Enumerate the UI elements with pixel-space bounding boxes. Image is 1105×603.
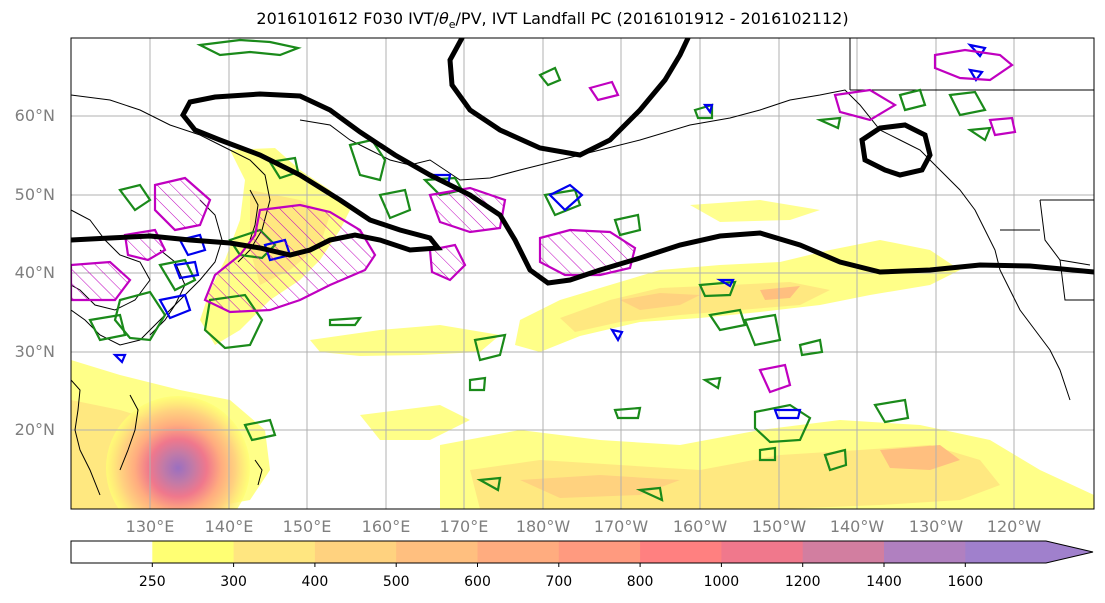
colorbar-swatch [802, 541, 885, 563]
colorbar-tick-label: 250 [138, 574, 166, 590]
colorbar-swatch [721, 541, 804, 563]
colorbar-tick-label: 1000 [703, 574, 740, 590]
political-borders [849, 38, 1094, 301]
colorbar-tick-label: 1400 [866, 574, 902, 590]
colorbar-swatch [152, 541, 235, 563]
lat-label-30n: 30°N [14, 342, 55, 361]
colorbar-swatch [314, 541, 397, 563]
colorbar-tick-label: 500 [382, 574, 410, 590]
colorbar-outline [70, 540, 1094, 564]
lat-label-20n: 20°N [14, 420, 55, 439]
colorbar-tick-label: 400 [301, 574, 329, 590]
lon-label-150w: 150°W [751, 517, 807, 536]
colorbar-tick-label: 600 [464, 574, 491, 590]
lon-label-160w: 160°W [672, 517, 728, 536]
figure-title: 2016101612 F030 IVT/θe/PV, IVT Landfall … [256, 9, 849, 32]
lon-label-120w: 120°W [986, 517, 1042, 536]
colorbar-swatch [396, 541, 478, 563]
lon-label-160e: 160°E [361, 517, 411, 536]
ivt-shading [71, 148, 1094, 509]
colorbar-swatch [965, 541, 1093, 563]
map-frame [70, 37, 1095, 510]
colorbar-tick-label: 800 [626, 574, 654, 590]
colorbar-swatch [558, 541, 641, 563]
lon-label-140w: 140°W [829, 517, 885, 536]
typhoon-ivt-maximum [106, 396, 250, 509]
jet-contours [71, 38, 1094, 286]
colorbar-swatch [233, 541, 316, 563]
colorbar-tick-label: 1200 [784, 574, 821, 590]
lat-label-40n: 40°N [14, 263, 55, 282]
lon-label-130e: 130°E [125, 517, 175, 536]
lon-label-140e: 140°E [204, 517, 254, 536]
colorbar-swatch [71, 541, 153, 563]
colorbar-swatch [477, 541, 560, 563]
landfall-pc-contours [71, 48, 1017, 394]
lon-label-180w: 180°W [515, 517, 571, 536]
lon-label-130w: 130°W [908, 517, 964, 536]
colorbar-tick-label: 300 [220, 574, 247, 590]
colorbar-tick-label: 700 [545, 574, 573, 590]
lat-label-60n: 60°N [14, 106, 55, 125]
colorbar-tick-label: 1600 [947, 574, 984, 590]
colorbar-swatch [884, 541, 966, 563]
lat-label-50n: 50°N [14, 185, 55, 204]
lon-label-150e: 150°E [282, 517, 332, 536]
colorbar-swatch [640, 541, 722, 563]
lon-label-170e: 170°E [439, 517, 489, 536]
lon-label-170w: 170°W [593, 517, 649, 536]
